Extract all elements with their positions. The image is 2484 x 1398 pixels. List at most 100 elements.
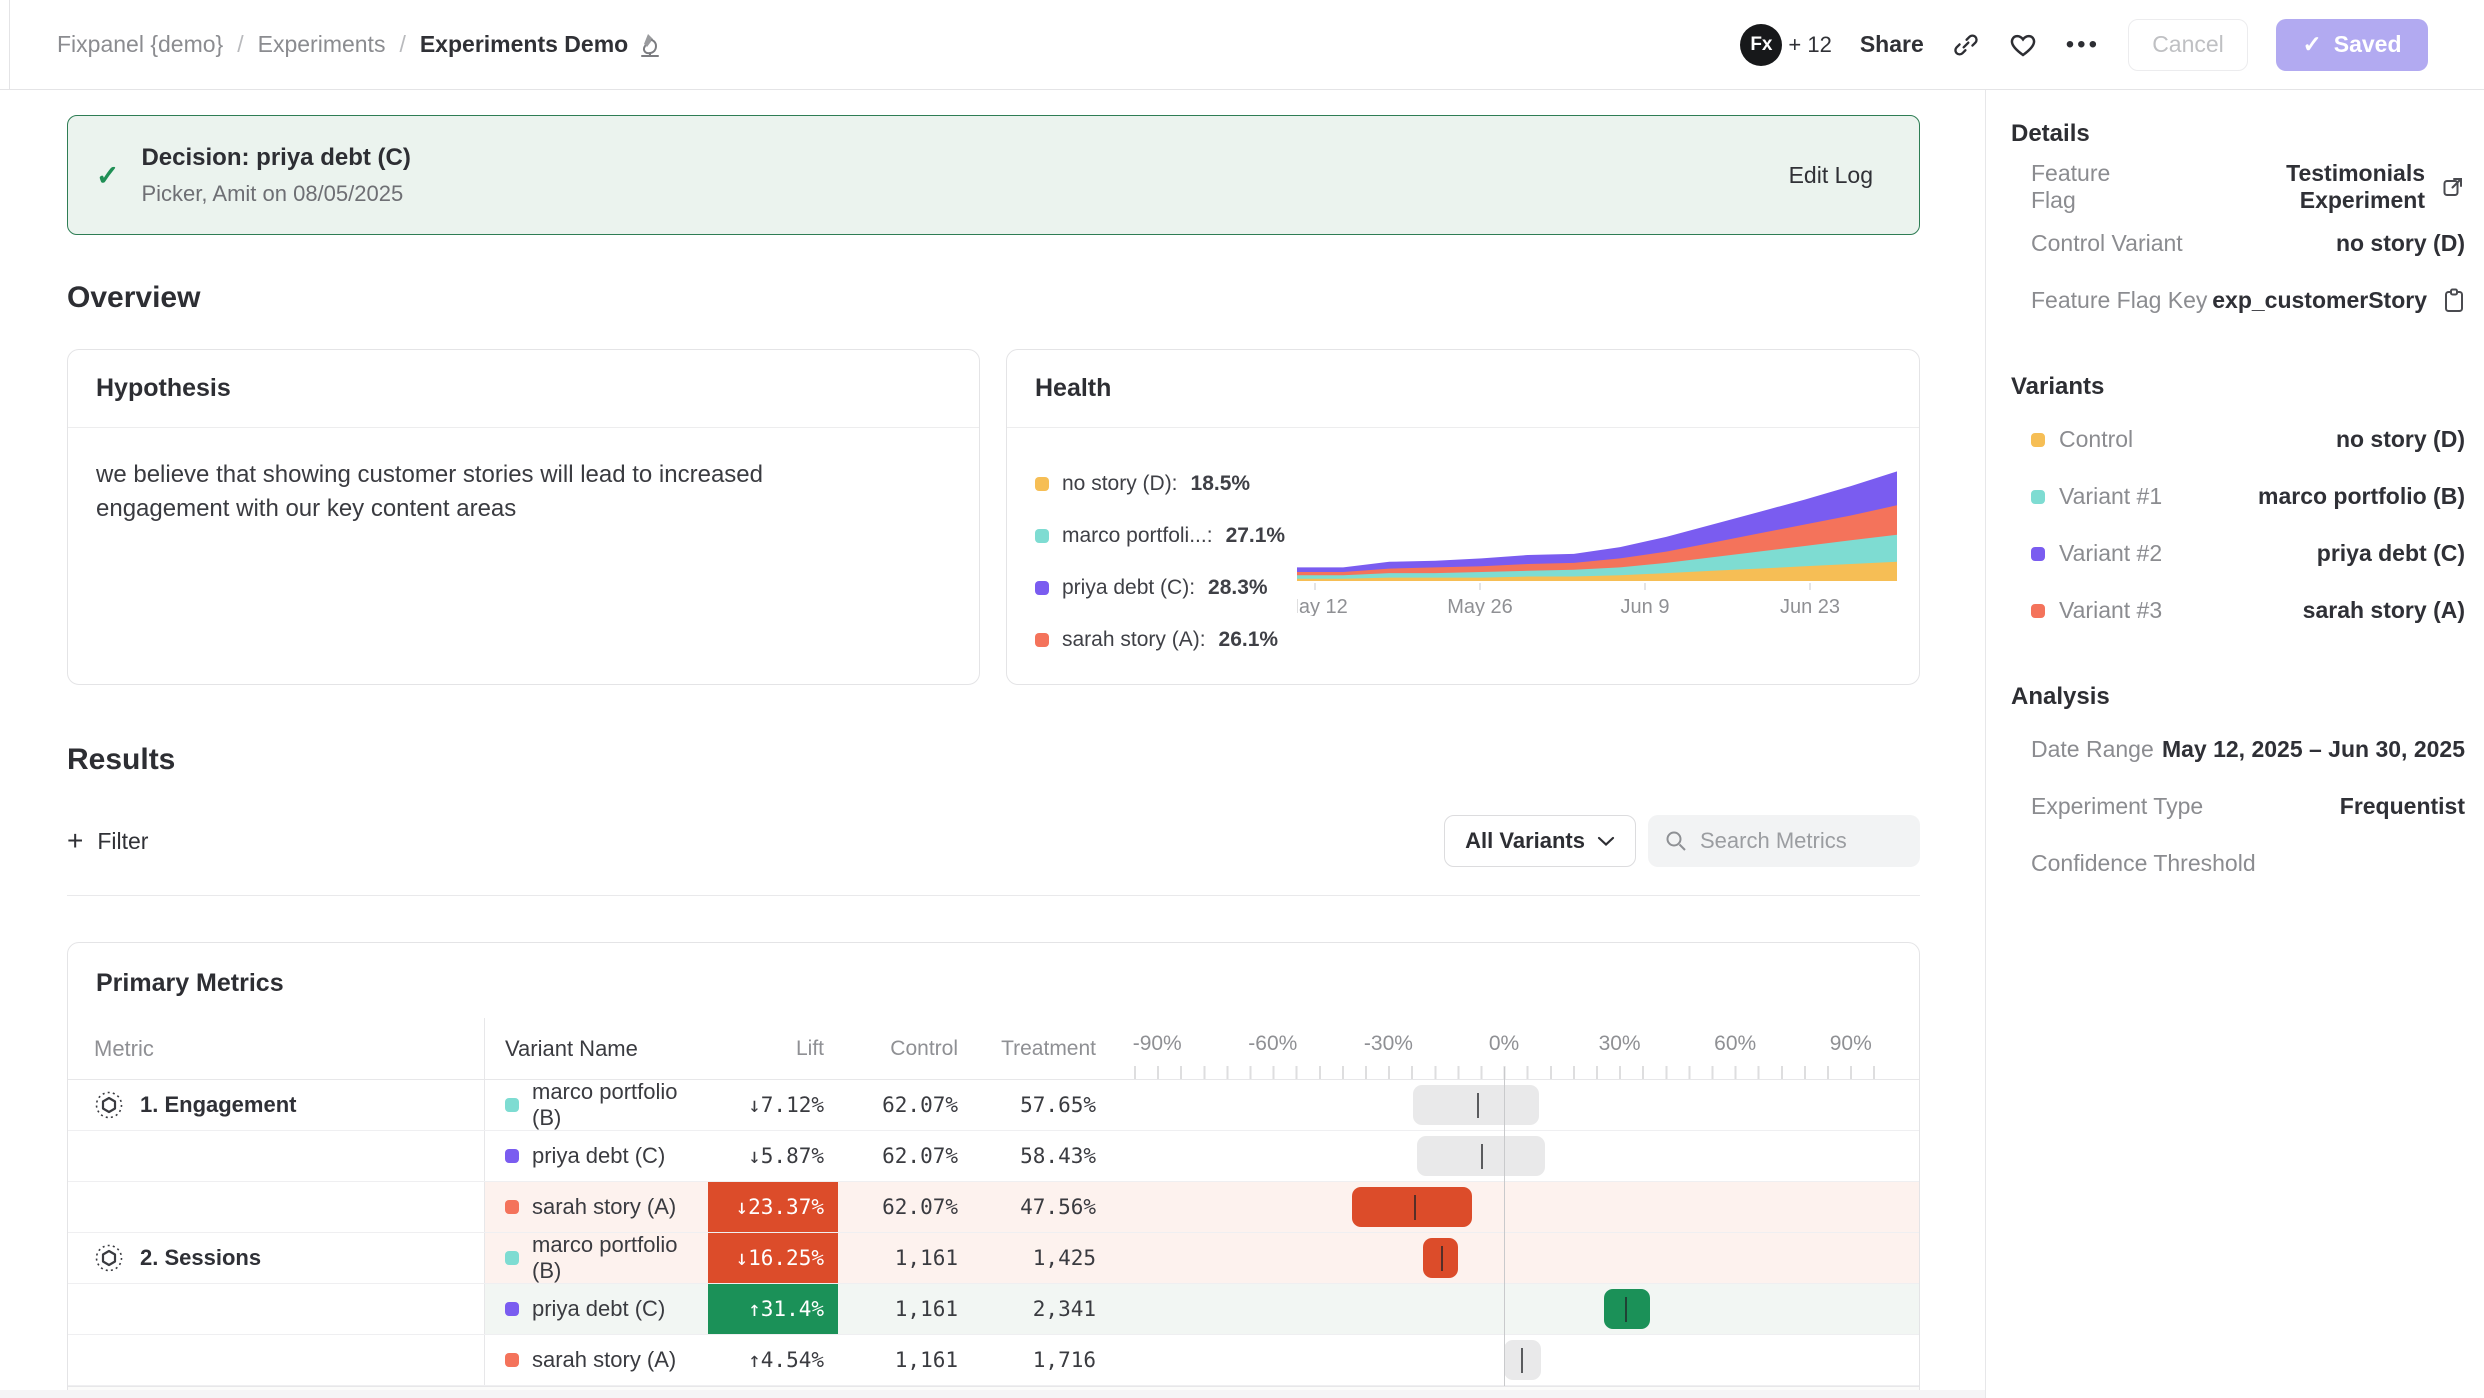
legend-swatch-icon: [1035, 477, 1049, 491]
confidence-interval-bar[interactable]: [1604, 1289, 1651, 1329]
health-legend-item: priya debt (C): 28.3%: [1035, 576, 1297, 600]
confidence-interval-cell: [1098, 1131, 1919, 1181]
share-button[interactable]: Share: [1859, 31, 1924, 57]
external-link-icon[interactable]: [2441, 175, 2465, 199]
analysis-row-value: Frequentist: [2339, 793, 2465, 819]
variant-row: Variant #3 sarah story (A): [2009, 582, 2465, 639]
header-actions: Fx + 12 Share ••• Cancel ✓ Saved: [1740, 18, 2428, 71]
axis-tick-label: -60%: [1248, 1032, 1298, 1055]
add-filter-button[interactable]: + Filter: [67, 825, 149, 856]
legend-value: 18.5%: [1190, 472, 1251, 495]
variant-color-icon: [2031, 603, 2045, 618]
clipboard-icon[interactable]: [2443, 288, 2465, 314]
area-series-0: [1297, 561, 1897, 581]
legend-name: no story (D):: [1062, 472, 1178, 495]
detail-row: Feature Flag Testimonials Experiment: [2009, 158, 2465, 215]
search-metrics-input[interactable]: [1700, 828, 1900, 854]
all-variants-dropdown[interactable]: All Variants: [1444, 815, 1636, 867]
breadcrumb-experiments[interactable]: Experiments: [257, 31, 386, 57]
avatar[interactable]: Fx: [1740, 23, 1783, 66]
variant-color-icon: [505, 1098, 519, 1112]
axis-tick-label: -90%: [1132, 1032, 1182, 1055]
lift-cell: ↓7.12%: [748, 1093, 824, 1117]
table-row: priya debt (C) ↓5.87% 62.07% 58.43%: [68, 1131, 1919, 1182]
metric-cell[interactable]: [68, 1335, 485, 1385]
control-cell: 1,161: [894, 1297, 958, 1321]
lift-point-marker: [1481, 1144, 1484, 1169]
plus-icon: +: [67, 825, 84, 856]
search-metrics-box[interactable]: [1648, 815, 1920, 867]
variant-name: sarah story (A): [532, 1347, 677, 1372]
health-legend: no story (D): 18.5% marco portfoli...: 27…: [1007, 428, 1297, 652]
control-cell: 1,161: [894, 1246, 958, 1270]
metric-cell[interactable]: 2. Sessions: [68, 1233, 485, 1283]
decision-check-icon: ✓: [96, 159, 120, 191]
metric-cell[interactable]: [68, 1284, 485, 1334]
analysis-row: Date Range May 12, 2025 – Jun 30, 2025: [2009, 721, 2465, 778]
variant-name: priya debt (C): [532, 1143, 666, 1168]
variant-name: marco portfolio (B): [532, 1079, 678, 1130]
variant-row-label: Variant #1: [2031, 483, 2162, 510]
detail-row: Feature Flag Key exp_customerStory: [2009, 272, 2465, 329]
axis-tick-label: -30%: [1363, 1032, 1413, 1055]
edit-log-button[interactable]: Edit Log: [1788, 161, 1873, 188]
hypothesis-body: we believe that showing customer stories…: [96, 461, 763, 523]
variant-row: Variant #2 priya debt (C): [2009, 525, 2465, 582]
detail-row: Control Variant no story (D): [2009, 215, 2465, 272]
variant-color-icon: [505, 1353, 519, 1367]
variant-cell: marco portfolio (B): [485, 1232, 708, 1283]
breadcrumb-separator: /: [237, 31, 244, 57]
variant-name: marco portfolio (B): [532, 1232, 678, 1283]
viewport-bottom-strip: [0, 1390, 1985, 1398]
collaborator-count: + 12: [1788, 31, 1832, 57]
legend-value: 28.3%: [1208, 576, 1268, 599]
details-sidebar: Details Feature Flag Testimonials Experim…: [1985, 90, 2484, 1398]
chevron-down-icon: [1597, 836, 1615, 847]
variant-color-icon: [2031, 489, 2045, 504]
hypothesis-title: Hypothesis: [96, 374, 231, 402]
analysis-row-label: Confidence Threshold: [2031, 850, 2256, 876]
confidence-interval-bar[interactable]: [1412, 1085, 1540, 1125]
legend-value: 27.1%: [1225, 524, 1286, 547]
x-axis-label: Jun 9: [1621, 596, 1670, 616]
axis-minor-ticks: [1134, 1066, 1876, 1079]
cancel-button[interactable]: Cancel: [2128, 18, 2248, 71]
page-title: Experiments Demo: [419, 31, 629, 57]
confidence-interval-bar[interactable]: [1352, 1187, 1473, 1227]
variant-row-value: no story (D): [2335, 426, 2465, 452]
more-options-icon[interactable]: •••: [2065, 30, 2100, 58]
treatment-cell: 1,425: [1032, 1246, 1096, 1270]
table-row: sarah story (A) ↓23.37% 62.07% 47.56%: [68, 1182, 1919, 1233]
health-card: Health no story (D): 18.5% marco portfoli…: [1006, 349, 1920, 685]
health-legend-item: no story (D): 18.5%: [1035, 472, 1297, 496]
search-icon: [1666, 831, 1686, 851]
favorite-heart-icon[interactable]: [2008, 31, 2038, 59]
metric-cell[interactable]: 1. Engagement: [68, 1080, 485, 1130]
lift-point-marker: [1476, 1093, 1479, 1118]
saved-button[interactable]: ✓ Saved: [2276, 18, 2428, 71]
table-row: 1. Engagement marco portfolio (B) ↓7.12% 62…: [68, 1079, 1919, 1131]
metric-cell[interactable]: [68, 1182, 485, 1232]
copy-link-icon[interactable]: [1952, 31, 1980, 59]
legend-swatch-icon: [1035, 633, 1049, 647]
decision-banner: ✓ Decision: priya debt (C) Picker, Amit …: [67, 115, 1920, 235]
lift-cell: ↑31.4%: [708, 1284, 838, 1334]
check-icon: ✓: [2302, 31, 2322, 57]
variant-cell: priya debt (C): [485, 1131, 708, 1181]
treatment-cell: 47.56%: [1020, 1195, 1096, 1219]
collaborators[interactable]: Fx + 12: [1740, 23, 1832, 66]
details-section: Details Feature Flag Testimonials Experim…: [2009, 120, 2465, 329]
control-cell: 62.07%: [882, 1093, 958, 1117]
legend-value: 26.1%: [1218, 628, 1279, 651]
confidence-interval-bar[interactable]: [1423, 1238, 1458, 1278]
variants-title: Variants: [2011, 373, 2105, 400]
health-legend-item: sarah story (A): 26.1%: [1035, 628, 1297, 652]
metric-name: 2. Sessions: [140, 1245, 262, 1270]
health-title: Health: [1035, 374, 1112, 402]
breadcrumb-project[interactable]: Fixpanel {demo}: [57, 31, 224, 57]
decision-subtitle: Picker, Amit on 08/05/2025: [141, 180, 404, 206]
confidence-interval-bar[interactable]: [1416, 1136, 1546, 1176]
details-title: Details: [2011, 120, 2090, 147]
header-left-divider: [9, 0, 10, 90]
metric-cell[interactable]: [68, 1131, 485, 1181]
